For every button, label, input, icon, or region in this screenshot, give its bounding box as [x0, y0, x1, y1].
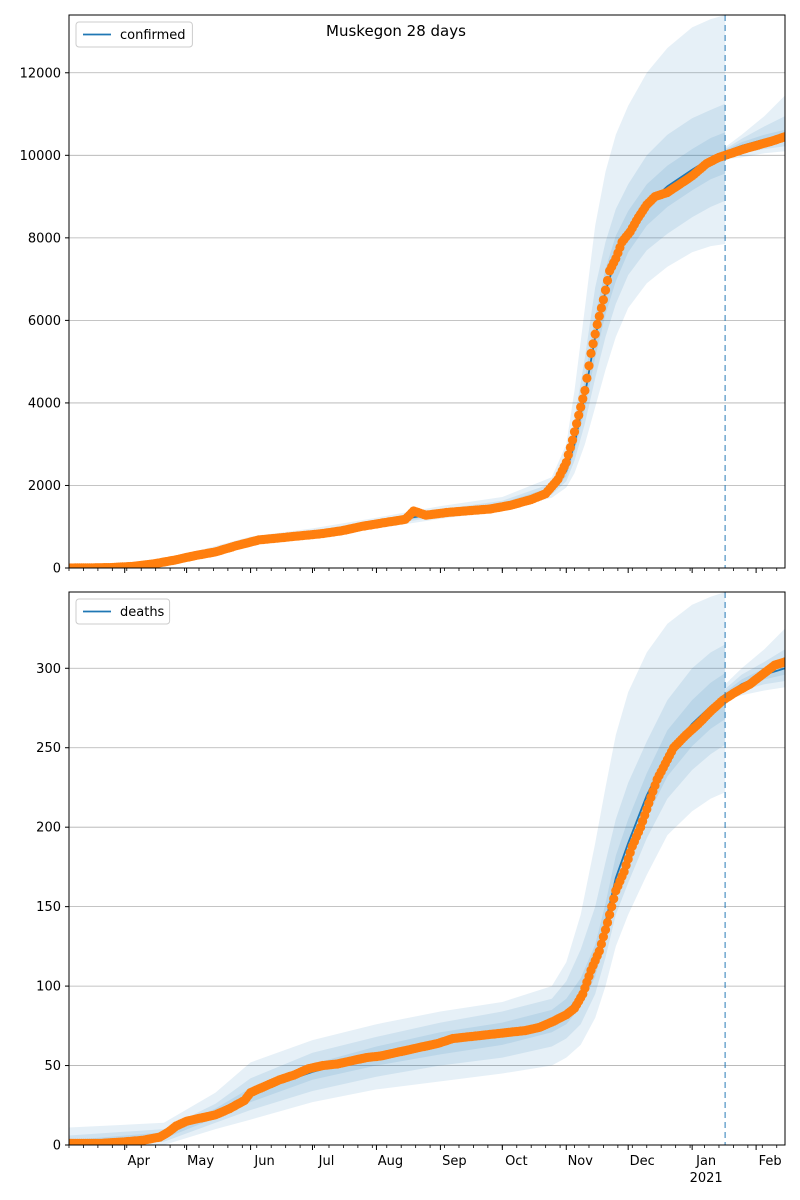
figure-title: Muskegon 28 days [326, 22, 466, 40]
observed-point [569, 427, 580, 437]
observed-point [602, 917, 613, 928]
x-year-label: 2021 [690, 1171, 723, 1186]
observed-point [605, 910, 615, 920]
observed-point [600, 925, 611, 935]
observed-point [572, 419, 582, 429]
axes-frame [68, 591, 786, 1146]
observed-point [596, 303, 607, 313]
observed-point [609, 894, 619, 904]
plot-area [69, 15, 785, 568]
x-tick-label: Jan [695, 1154, 716, 1169]
legend-box [75, 21, 193, 48]
legend: confirmed [75, 21, 193, 48]
y-tick-label: 8000 [28, 231, 61, 246]
x-tick-label: May [187, 1154, 214, 1169]
observed-point [607, 902, 617, 912]
observed-point [582, 373, 592, 383]
observed-point [598, 932, 609, 942]
x-tick-label: Dec [630, 1154, 655, 1169]
y-tick-label: 250 [36, 741, 61, 756]
observed-point [567, 435, 578, 445]
plot-area [69, 592, 785, 1145]
y-tick-label: 50 [44, 1059, 61, 1074]
observed-point [578, 394, 588, 404]
y-tick-label: 12000 [20, 66, 61, 81]
legend: deaths [75, 598, 171, 625]
legend-label: confirmed [120, 28, 186, 43]
observed-point [561, 457, 571, 467]
observed-point [592, 319, 602, 330]
observed-point [588, 339, 598, 349]
legend-label: deaths [120, 605, 165, 620]
y-tick-label: 150 [36, 900, 61, 915]
band-outer [69, 15, 726, 568]
y-tick-label: 0 [53, 562, 61, 577]
y-tick-label: 10000 [20, 149, 61, 164]
observed-point [780, 657, 785, 667]
confirmed-panel: 0 2000 4000 6000 8000 10000 12000 confirmed [20, 14, 786, 577]
y-tick-label: 300 [36, 662, 61, 677]
observed-point [598, 295, 609, 305]
x-tick-label: Feb [759, 1154, 782, 1169]
observed-point [780, 132, 785, 142]
observed-point [602, 275, 613, 286]
x-tick-label: Sep [442, 1154, 467, 1169]
y-tick-label: 100 [36, 980, 61, 995]
axes-frame [68, 14, 786, 569]
observed-point [580, 385, 590, 396]
x-tick-label: Aug [378, 1154, 403, 1169]
band-outer [69, 592, 726, 1145]
observed-point [563, 450, 573, 460]
y-tick-label: 4000 [28, 396, 61, 411]
legend-box [75, 598, 171, 625]
x-tick-label: Nov [568, 1154, 594, 1169]
deaths-panel: 0 50 100 150 200 250 300 Apr May Jun Jul Aug Sep Oct N… [36, 591, 786, 1186]
observed-point [584, 361, 594, 371]
x-tick-label: Apr [127, 1154, 150, 1169]
observed-point [576, 402, 586, 412]
y-tick-label: 0 [53, 1139, 61, 1154]
observed-point [594, 311, 604, 321]
y-tick-label: 2000 [28, 479, 61, 494]
observed-point [565, 442, 576, 453]
x-tick-label: Jul [318, 1154, 335, 1169]
band-inner [69, 673, 726, 1145]
band-outer [725, 628, 785, 701]
observed-point [586, 348, 596, 358]
observed-point [600, 285, 611, 295]
observed-point [594, 946, 604, 956]
x-tick-label: Oct [505, 1154, 527, 1169]
x-tick-label: Jun [253, 1154, 274, 1169]
observed-point [596, 939, 607, 949]
y-tick-label: 6000 [28, 314, 61, 329]
y-tick-label: 200 [36, 821, 61, 836]
observed-point [590, 329, 600, 339]
observed-point [574, 410, 584, 420]
